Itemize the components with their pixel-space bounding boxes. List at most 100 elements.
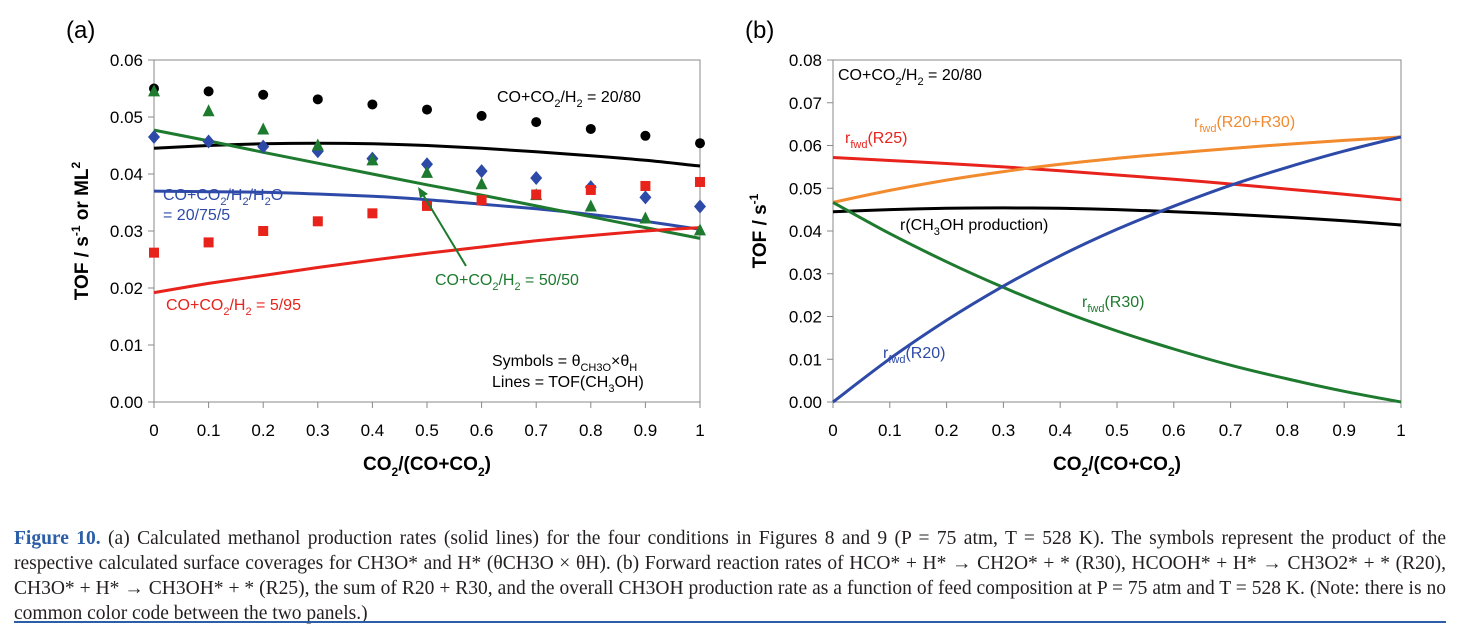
panel-b-x-axis-label: CO2/(CO+CO2) [1053,454,1181,479]
panel-a-point-diamond [257,139,270,154]
panel-b-x-tick-label: 0.1 [878,421,902,440]
panel-a-y-tick-label: 0.04 [110,165,143,184]
caption-label: Figure 10. [14,528,101,549]
panel-a-y-tick-label: 0.06 [110,51,143,70]
panel-a-point-triangle [584,199,597,212]
annotation-20-75-5-line1: CO+CO2/H2/H2O [163,187,283,208]
panel-a-point-square [476,195,487,206]
panel-a-point-triangle [421,165,433,178]
label-r30: rfwd(R30) [1082,294,1144,315]
annotation-50-50-arrow [421,192,467,267]
panel-a-series-line-0 [153,141,701,168]
panel-a-point-triangle [694,223,706,236]
label-r20-r30: rfwd(R20+R30) [1194,114,1295,135]
panel-a-y-ticks: 0.00 0.01 0.02 0.03 0.04 0.05 0.06 [110,51,154,412]
panel-a-point-triangle [257,122,270,135]
panel-a-y-axis-label: TOF / s-1 or ML2 [69,161,93,300]
panel-b-y-ticks: 0.00 0.01 0.02 0.03 0.04 0.05 0.06 0.07 0.08 [789,51,833,412]
panel-a-point-triangle [475,177,488,190]
annotation-b-condition: CO+CO2/H2 = 20/80 [838,67,982,88]
panel-b-y-axis-label: TOF / s-1 [747,193,771,268]
panel-a-x-tick-label: 0 [149,421,158,440]
panel-a-x-tick-label: 0.4 [361,421,385,440]
panel-a-point-square [258,226,269,236]
panel-b-y-tick-label: 0.05 [789,179,822,198]
panel-a-point-square [695,176,705,187]
panel-a-symbols [148,83,706,258]
panel-a-point-triangle [202,104,215,117]
panel-a: (a) 0.00 0.01 0.02 0.03 0.04 0.05 0.06 0 0.1 0.2… [66,17,706,479]
annotation-5-95: CO+CO2/H2 = 5/95 [166,297,301,318]
panel-b-x-tick-label: 0.2 [935,421,959,440]
panel-a-point-square [585,184,596,195]
panel-a-point-circle [695,138,705,149]
panel-b-label: (b) [745,17,774,44]
panel-a-point-diamond [694,199,706,214]
panel-a-x-tick-label: 0.1 [197,421,221,440]
panel-a-x-tick-label: 0.8 [579,421,603,440]
panel-a-point-triangle [311,138,324,151]
panel-b-series-line-0 [832,156,1402,202]
panel-b-x-tick-label: 0 [828,421,837,440]
panel-b-series-line-2 [832,206,1402,227]
panel-b-y-tick-label: 0.06 [789,137,822,156]
note-lines: Lines = TOF(CH3OH) [492,374,644,395]
panel-a-x-tick-label: 0.7 [524,421,548,440]
panel-b-x-tick-label: 0.7 [1219,421,1243,440]
panel-a-point-diamond [421,157,433,172]
panel-b: (b) 0.00 0.01 0.02 0.03 0.04 0.05 0.06 0.07 0.08… [745,17,1406,479]
caption-text: (a) Calculated methanol production rates… [14,528,1446,624]
panel-b-lines [832,135,1402,404]
panel-a-y-tick-label: 0.00 [110,393,143,412]
panel-a-point-circle [422,104,432,115]
panel-a-series-line-3 [153,226,701,295]
panel-b-y-tick-label: 0.00 [789,393,822,412]
panel-b-series-line-4 [832,135,1402,404]
caption-rule [14,621,1446,623]
panel-a-x-ticks: 0 0.1 0.2 0.3 0.4 0.5 0.6 0.7 0.8 0.9 1 [149,402,705,440]
figure: (a) 0.00 0.01 0.02 0.03 0.04 0.05 0.06 0 0.1 0.2… [66,17,1406,479]
panel-a-point-square [531,189,542,200]
label-ch3oh-production: r(CH3OH production) [900,217,1048,238]
panel-a-point-triangle [639,211,652,224]
figure-caption: Figure 10. (a) Calculated methanol produ… [14,526,1446,626]
panel-a-label: (a) [66,17,95,44]
annotation-50-50: CO+CO2/H2 = 50/50 [435,272,579,293]
panel-b-x-tick-label: 0.3 [992,421,1016,440]
panel-b-y-tick-label: 0.04 [789,222,822,241]
note-symbols: Symbols = θCH3O×θH [492,353,637,374]
panel-a-x-tick-label: 0.6 [470,421,494,440]
annotation-20-80: CO+CO2/H2 = 20/80 [497,89,641,110]
label-r25: rfwd(R25) [845,130,907,151]
panel-a-x-tick-label: 1 [695,421,704,440]
annotation-50-50-arrowhead [418,187,428,198]
panel-a-point-triangle [366,153,379,166]
panel-a-lines [153,128,701,295]
panel-a-point-circle [531,117,542,128]
panel-a-y-tick-label: 0.01 [110,336,143,355]
panel-a-x-tick-label: 0.9 [634,421,658,440]
panel-b-x-tick-label: 0.6 [1162,421,1186,440]
panel-b-y-tick-label: 0.07 [789,94,822,113]
panel-b-x-tick-label: 1 [1396,421,1405,440]
panel-b-x-tick-label: 0.4 [1048,421,1072,440]
panel-b-x-ticks: 0 0.1 0.2 0.3 0.4 0.5 0.6 0.7 0.8 0.9 1 [828,402,1406,440]
panel-a-x-tick-label: 0.5 [415,421,439,440]
panel-a-point-diamond [148,129,160,144]
panel-b-x-tick-label: 0.5 [1105,421,1129,440]
panel-a-point-square [203,237,214,248]
panel-a-series-line-2 [153,128,701,240]
panel-a-x-tick-label: 0.3 [306,421,330,440]
panel-b-y-tick-label: 0.03 [789,265,822,284]
annotation-20-75-5-line2: = 20/75/5 [163,207,230,224]
panel-a-point-circle [312,94,323,105]
panel-b-y-tick-label: 0.08 [789,51,822,70]
panel-a-point-diamond [475,164,488,179]
panel-a-point-circle [476,110,487,121]
panel-a-point-square [149,247,159,258]
panel-a-y-tick-label: 0.03 [110,222,143,241]
label-r20: rfwd(R20) [883,345,945,366]
panel-b-y-tick-label: 0.01 [789,350,822,369]
panel-b-y-tick-label: 0.02 [789,308,822,327]
panel-a-x-tick-label: 0.2 [251,421,275,440]
